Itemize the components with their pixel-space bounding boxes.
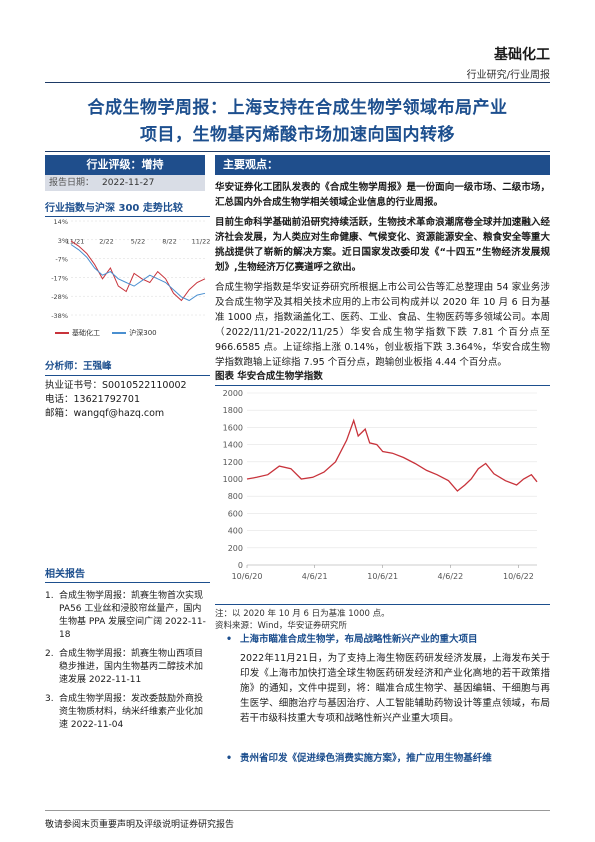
x-tick-label: 10/6/20 <box>232 572 263 581</box>
side-y-tick-label: 14% <box>54 218 68 226</box>
x-tick-label: 10/6/21 <box>367 572 398 581</box>
related-report-item[interactable]: 1. 合成生物学周报：凯赛生物首次实现 PA56 工业丝和浸胶帘丝量产，国内生物基… <box>45 590 210 642</box>
legend-swatch-series2 <box>112 332 127 334</box>
x-tick-label: 4/6/21 <box>302 572 328 581</box>
legend-swatch-series1 <box>55 332 69 334</box>
index-series-line <box>246 418 538 492</box>
side-y-tick-label: -28% <box>51 293 68 301</box>
figure-title: 图表 华安合成生物学指数 <box>215 368 550 386</box>
x-tick-label: 10/6/22 <box>503 572 534 581</box>
side-chart-title: 行业指数与沪深 300 走势比较 <box>45 199 210 217</box>
bullet-icon: • <box>226 753 233 764</box>
y-tick-label: 1600 <box>223 423 243 432</box>
header-divider <box>45 82 550 83</box>
synbio-index-chart: 0 200 400 600 800 1000 1200 1400 1600 1800 2000 10/… <box>223 389 538 581</box>
figure-source: 资料来源：Wind，华安证券研究所 <box>215 621 347 631</box>
news-body: 2022年11月21日，为了支持上海生物医药研发经济发展，上海发布关于印发《上海… <box>240 653 550 724</box>
item-number: 3. <box>45 694 54 704</box>
main-view-heading: 主要观点： <box>215 155 550 175</box>
side-series-line <box>70 240 206 302</box>
figure-note-basis: 注：以 2020 年 10 月 6 日为基准 1000 点。 <box>215 609 390 619</box>
x-tick-label: 4/6/22 <box>437 572 463 581</box>
analyst-cert: 执业证书号：S0010522110002 <box>45 380 187 391</box>
item-text: 合成生物学周报：发改委鼓励外商投资生物质材料，纳米纤维素产业化加速 2022-1… <box>59 694 204 730</box>
side-series-line <box>70 244 206 302</box>
index-summary-paragraph: 合成生物学指数是华安证券研究所根据上市公司公告等汇总整理由 54 家业务涉及合成… <box>215 282 550 368</box>
analyst-phone: 电话：13621792701 <box>45 394 140 405</box>
date-label: 报告日期： <box>49 178 95 188</box>
news-headline: • 上海市瞄准合成生物学，布局战略性新兴产业的重大项目 <box>226 634 478 645</box>
y-tick-label: 200 <box>228 544 243 553</box>
y-tick-label: 1200 <box>223 458 243 467</box>
title-line-1: 合成生物学周报：上海支持在合成生物学领域布局产业 <box>87 98 508 118</box>
y-tick-label: 0 <box>238 561 243 570</box>
side-chart-legend: 基础化工 沪深300 <box>55 328 157 338</box>
item-number: 1. <box>45 591 54 601</box>
side-y-tick-label: -38% <box>51 312 68 320</box>
report-category: 行业研究/行业周报 <box>466 70 550 81</box>
side-x-tick-label: 2/22 <box>99 237 114 245</box>
side-y-tick-label: 3% <box>58 237 68 245</box>
news-item: • 上海市瞄准合成生物学，布局战略性新兴产业的重大项目 2022年11月21日，为… <box>226 633 550 726</box>
index-comparison-chart: 14% 3% -7% -17% -28% -38% 11/21 2/22 5/22 8/22 11/… <box>51 218 210 320</box>
page-footer: 敬请参阅末页重要声明及评级说明证券研究报告 <box>45 810 550 830</box>
background-paragraph: 目前生命科学基础前沿研究持续活跃，生物技术革命浪潮席卷全球并加速融入经济社会发展… <box>215 217 550 273</box>
related-report-item[interactable]: 2. 合成生物学周报：凯赛生物山西项目稳步推进，国内生物基丙二醇技术加速发展 20… <box>45 648 210 687</box>
rating-badge: 行业评级：增持 <box>45 155 205 175</box>
date-value: 2022-11-27 <box>102 178 155 188</box>
item-text: 合成生物学周报：凯赛生物山西项目稳步推进，国内生物基丙二醇技术加速发展 2022… <box>59 649 204 685</box>
analyst-email[interactable]: 邮箱：wangqf@hazq.com <box>45 408 165 419</box>
related-reports-list: 1. 合成生物学周报：凯赛生物首次实现 PA56 工业丝和浸胶帘丝量产，国内生物基… <box>45 590 210 738</box>
side-y-tick-label: -7% <box>55 256 68 264</box>
y-tick-label: 800 <box>228 492 243 501</box>
side-x-tick-label: 11/22 <box>192 237 210 245</box>
y-tick-label: 1000 <box>223 475 243 484</box>
related-report-item[interactable]: 3. 合成生物学周报：发改委鼓励外商投资生物质材料，纳米纤维素产业化加速 2022… <box>45 693 210 732</box>
sector-name: 基础化工 <box>494 47 550 63</box>
intro-paragraph: 华安证券化工团队发表的《合成生物学周报》是一份面向一级市场、二级市场，汇总国内外… <box>215 182 550 208</box>
y-tick-label: 400 <box>228 527 243 536</box>
figure-notes: 注：以 2020 年 10 月 6 日为基准 1000 点。 资料来源：Wind… <box>215 604 550 632</box>
legend-series1: 基础化工 <box>72 329 100 337</box>
analyst-info: 分析师：王强峰 执业证书号：S0010522110002 电话：13621792… <box>45 360 210 421</box>
title-line-2: 项目，生物基丙烯酸市场加速向国内转移 <box>140 125 455 145</box>
side-x-tick-label: 5/22 <box>131 237 146 245</box>
news-headline: • 贵州省印发《促进绿色消费实施方案》，推广应用生物基纤维 <box>226 753 492 764</box>
related-reports-title: 相关报告 <box>45 565 210 583</box>
report-title: 合成生物学周报：上海支持在合成生物学领域布局产业 项目，生物基丙烯酸市场加速向国… <box>55 95 540 149</box>
y-tick-label: 2000 <box>223 389 243 398</box>
bullet-icon: • <box>226 634 233 645</box>
y-tick-label: 1800 <box>223 406 243 415</box>
legend-series2: 沪深300 <box>129 329 157 337</box>
side-x-tick-label: 8/22 <box>162 237 177 245</box>
analyst-name: 分析师：王强峰 <box>45 360 210 376</box>
report-date: 报告日期： 2022-11-27 <box>45 175 205 191</box>
side-y-tick-label: -17% <box>51 274 68 282</box>
title-divider <box>45 151 550 152</box>
y-tick-label: 1400 <box>223 441 243 450</box>
news-item: • 贵州省印发《促进绿色消费实施方案》，推广应用生物基纤维 <box>226 752 550 766</box>
item-number: 2. <box>45 649 54 659</box>
side-x-tick-label: 11/21 <box>66 237 85 245</box>
y-tick-label: 600 <box>228 509 243 518</box>
item-text: 合成生物学周报：凯赛生物首次实现 PA56 工业丝和浸胶帘丝量产，国内生物基 P… <box>59 591 206 640</box>
